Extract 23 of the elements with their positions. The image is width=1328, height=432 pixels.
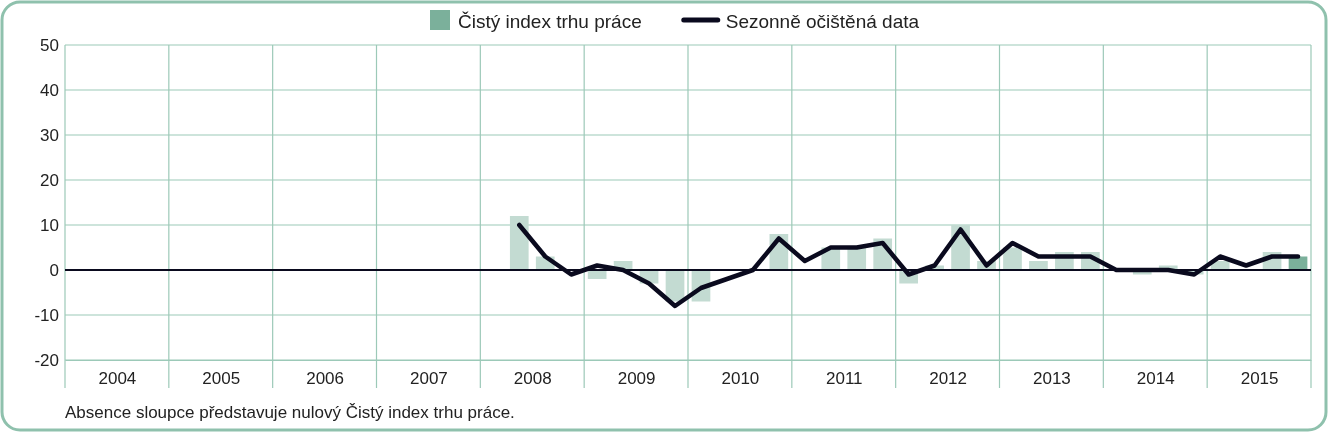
x-tick-label: 2009 — [617, 369, 656, 389]
x-tick-label: 2012 — [929, 369, 967, 389]
text: Absence sloupce představuje nulový Čistý index trhu práce. — [65, 403, 515, 422]
x-tick-label: 2015 — [1240, 369, 1279, 389]
legend-label: Čistý index trhu práce — [458, 11, 642, 32]
y-tick-label: 0 — [49, 260, 59, 280]
x-tick-label: 2014 — [1136, 369, 1175, 389]
y-tick-label: 30 — [40, 125, 59, 145]
y-tick-label: 20 — [40, 170, 59, 190]
x-tick-label: 2005 — [202, 369, 241, 389]
x-tick-label: 2010 — [721, 369, 760, 389]
y-tick-label: 40 — [40, 80, 59, 100]
y-tick-label: -20 — [34, 350, 59, 370]
x-tick-label: 2004 — [98, 369, 137, 389]
legend-label: Sezonně očištěná data — [725, 11, 920, 32]
x-tick-label: 2006 — [306, 369, 344, 389]
y-tick-label: -10 — [34, 305, 59, 325]
y-tick-label: 10 — [40, 215, 59, 235]
x-tick-label: 2008 — [513, 369, 552, 389]
x-tick-label: 2013 — [1033, 369, 1071, 389]
x-tick-label: 2011 — [825, 369, 863, 389]
y-tick-label: 50 — [40, 35, 59, 55]
x-tick-label: 2007 — [410, 369, 448, 389]
